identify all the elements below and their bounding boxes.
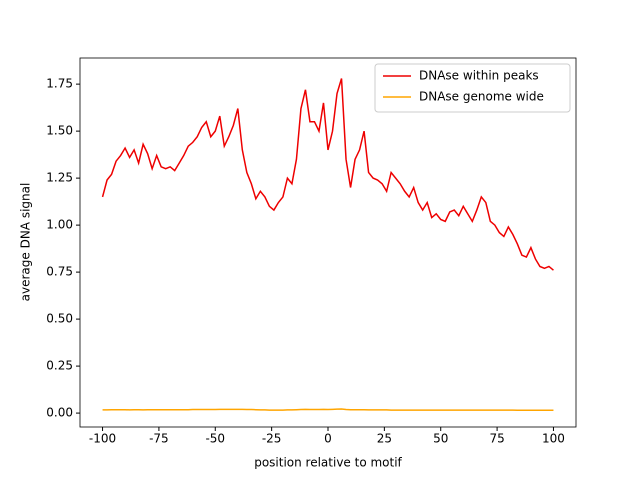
y-tick-label: 0.00 — [46, 406, 73, 420]
x-tick-label: 100 — [542, 432, 565, 446]
y-tick-label: 0.25 — [46, 359, 73, 373]
y-axis-label: average DNA signal — [19, 183, 33, 302]
plot-frame — [79, 57, 577, 428]
x-tick-label: -25 — [262, 432, 282, 446]
y-tick-label: 0.75 — [46, 265, 73, 279]
y-tick-label: 1.75 — [46, 77, 73, 91]
y-tick-label: 1.25 — [46, 171, 73, 185]
legend-box — [374, 63, 571, 113]
legend-label: DNAse within peaks — [419, 69, 539, 83]
x-tick-label: -75 — [149, 432, 169, 446]
y-tick-label: 1.00 — [46, 218, 73, 232]
x-tick-label: 25 — [377, 432, 392, 446]
x-tick-label: 50 — [433, 432, 448, 446]
x-tick-label: 0 — [324, 432, 332, 446]
x-tick-label: 75 — [489, 432, 504, 446]
series-line — [101, 78, 554, 271]
legend-label: DNAse genome wide — [419, 90, 544, 104]
y-tick-label: 0.50 — [46, 312, 73, 326]
x-axis-label: position relative to motif — [254, 456, 402, 470]
x-tick-label: -100 — [89, 432, 116, 446]
y-tick-label: 1.50 — [46, 124, 73, 138]
series-line — [102, 408, 554, 412]
x-tick-label: -50 — [205, 432, 225, 446]
